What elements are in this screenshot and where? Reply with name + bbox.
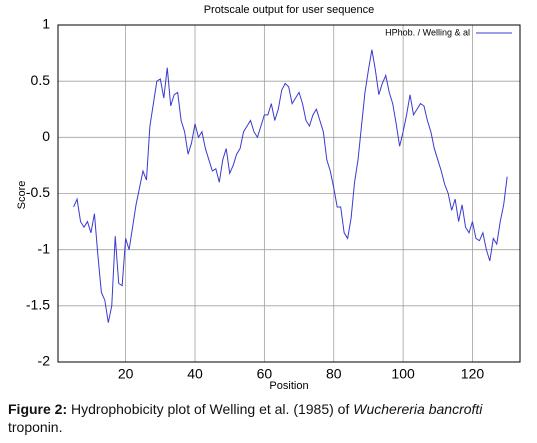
x-tick-label: 80 bbox=[326, 366, 342, 382]
x-tick-label: 60 bbox=[257, 366, 273, 382]
plot-frame bbox=[57, 24, 521, 363]
caption: Figure 2: Hydrophobicity plot of Welling… bbox=[8, 400, 533, 436]
caption-tail: troponin. bbox=[8, 419, 63, 435]
x-tick-label: 20 bbox=[118, 366, 134, 382]
y-tick-label: 0.5 bbox=[31, 72, 51, 88]
x-tick-label: 40 bbox=[187, 366, 203, 382]
caption-species: Wuchereria bancrofti bbox=[353, 401, 483, 417]
y-tick-label: -2 bbox=[38, 353, 51, 369]
chart-title: Protscale output for user sequence bbox=[204, 4, 375, 16]
x-tick-label: 100 bbox=[391, 366, 415, 382]
y-tick-label: 0 bbox=[42, 128, 50, 144]
y-tick-label: -0.5 bbox=[26, 184, 50, 200]
x-axis-label: Position bbox=[269, 380, 308, 392]
y-tick-label: 1 bbox=[42, 16, 50, 32]
caption-label: Figure 2: bbox=[8, 401, 68, 417]
y-tick-label: -1.5 bbox=[26, 297, 50, 313]
x-tick-label: 120 bbox=[461, 366, 485, 382]
data-line bbox=[73, 49, 508, 323]
chart: Protscale output for user sequence Posit… bbox=[16, 4, 521, 392]
caption-text: Hydrophobicity plot of Welling et al. (1… bbox=[71, 401, 350, 417]
legend-label: HPhob. / Welling & al bbox=[385, 27, 470, 37]
y-tick-label: -1 bbox=[38, 240, 51, 256]
y-axis-label: Score bbox=[16, 181, 28, 210]
